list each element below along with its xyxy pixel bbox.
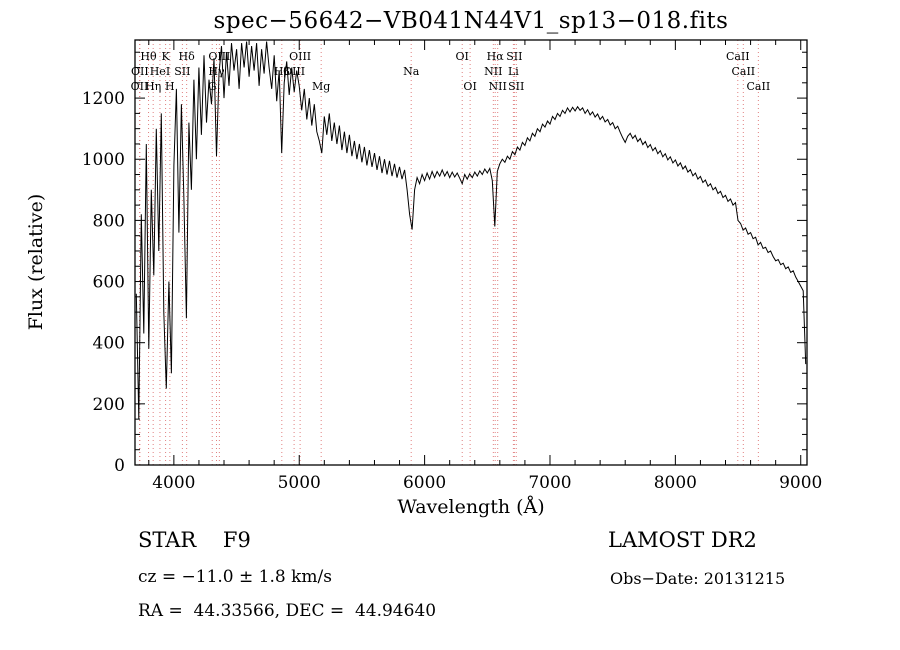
svg-text:SII: SII <box>506 50 522 63</box>
svg-text:OI: OI <box>463 80 476 93</box>
svg-text:HeI: HeI <box>150 65 170 78</box>
svg-text:CaII: CaII <box>747 80 771 93</box>
svg-text:OIII: OIII <box>208 50 230 63</box>
svg-text:SII: SII <box>174 65 190 78</box>
svg-text:Na: Na <box>403 65 420 78</box>
svg-text:800: 800 <box>93 211 125 231</box>
svg-text:OIII: OIII <box>283 65 305 78</box>
svg-text:200: 200 <box>93 395 125 415</box>
svg-text:6000: 6000 <box>403 473 446 493</box>
svg-text:CaII: CaII <box>726 50 750 63</box>
svg-text:Hα: Hα <box>487 50 505 63</box>
svg-text:NII: NII <box>489 80 507 93</box>
svg-text:H: H <box>165 80 175 93</box>
x-axis-label: Wavelength (Å) <box>397 496 545 518</box>
plot-title: spec−56642−VB041N44V1_sp13−018.fits <box>213 8 729 34</box>
svg-text:400: 400 <box>93 334 125 354</box>
svg-text:Hθ: Hθ <box>140 50 157 63</box>
svg-text:NII: NII <box>484 65 502 78</box>
radial-velocity-label: cz = −11.0 ± 1.8 km/s <box>138 567 332 587</box>
svg-text:Mg: Mg <box>312 80 330 93</box>
svg-text:5000: 5000 <box>278 473 321 493</box>
survey-label: LAMOST DR2 <box>608 528 757 552</box>
svg-text:Li: Li <box>508 65 519 78</box>
svg-text:Hβ: Hβ <box>274 65 290 78</box>
y-axis-label: Flux (relative) <box>25 193 47 331</box>
coordinates-label: RA = 44.33566, DEC = 44.94640 <box>138 601 437 621</box>
object-class-label: STAR F9 <box>138 528 251 552</box>
svg-text:K: K <box>161 50 170 63</box>
svg-text:8000: 8000 <box>654 473 697 493</box>
svg-text:G: G <box>208 80 217 93</box>
svg-text:Hγ: Hγ <box>208 65 225 78</box>
svg-text:0: 0 <box>114 456 125 476</box>
svg-text:1200: 1200 <box>82 89 125 109</box>
svg-text:600: 600 <box>93 273 125 293</box>
svg-text:CaII: CaII <box>731 65 755 78</box>
svg-text:7000: 7000 <box>528 473 571 493</box>
svg-text:Hη: Hη <box>145 80 161 93</box>
svg-text:Hδ: Hδ <box>179 50 196 63</box>
obs-date-label: Obs−Date: 20131215 <box>610 569 786 588</box>
svg-text:SII: SII <box>508 80 524 93</box>
svg-text:4000: 4000 <box>152 473 195 493</box>
svg-text:OI: OI <box>456 50 469 63</box>
svg-text:1000: 1000 <box>82 150 125 170</box>
svg-text:9000: 9000 <box>779 473 822 493</box>
svg-text:OIII: OIII <box>289 50 311 63</box>
svg-text:OII: OII <box>131 65 149 78</box>
